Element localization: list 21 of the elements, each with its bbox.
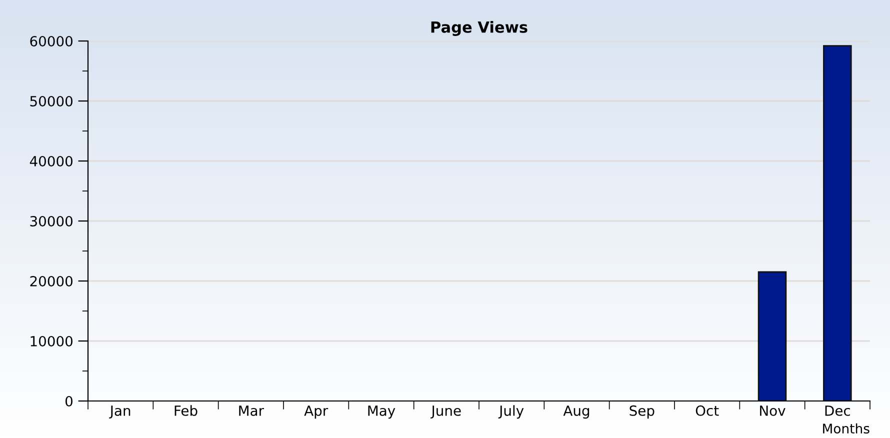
x-tick-label: Dec [825, 406, 850, 416]
x-tick-label: Aug [563, 406, 590, 419]
x-tick-label: Mar [239, 406, 264, 416]
x-tick-label: Nov [760, 406, 786, 416]
x-tick-label: May [368, 406, 396, 419]
x-tick-label: Apr [304, 406, 328, 419]
y-tick-label: 30000 [30, 216, 72, 226]
y-tick-label: 10000 [30, 336, 72, 346]
y-tick-label: 20000 [30, 276, 72, 286]
x-tick-label: Sep [630, 405, 654, 419]
y-tick-label: 40000 [30, 156, 72, 166]
x-axis-title: Months [823, 423, 870, 434]
y-tick-label: 0 [65, 396, 72, 406]
x-tick-label: June [430, 406, 461, 418]
x-tick-label: Jan [109, 406, 130, 418]
y-tick-label: 60000 [30, 36, 72, 46]
x-tick-label: Oct [696, 405, 719, 416]
x-tick-label: July [498, 405, 524, 419]
y-tick-label: 50000 [30, 96, 72, 106]
x-tick-label: Feb [174, 405, 198, 416]
chart-title: Page Views [431, 21, 528, 36]
